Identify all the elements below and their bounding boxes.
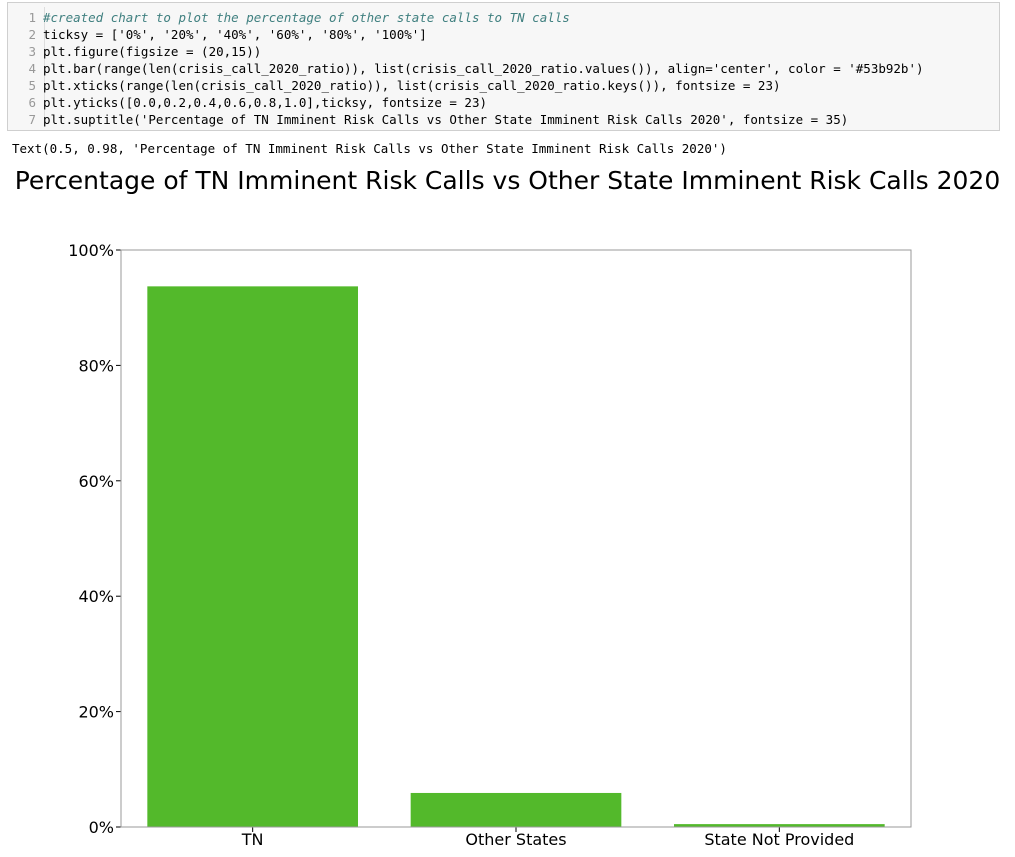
- plot-frame: [120, 249, 912, 828]
- code-line-text: plt.figure(figsize = (20,15)): [43, 44, 262, 59]
- x-tick-label: State Not Provided: [704, 830, 854, 849]
- line-number: 4: [28, 61, 36, 76]
- code-line-text: #created chart to plot the percentage of…: [43, 10, 570, 25]
- code-line-text: ticksy = ['0%', '20%', '40%', '60%', '80…: [43, 27, 427, 42]
- line-number: 3: [28, 44, 36, 59]
- x-tick-label: TN: [241, 830, 264, 849]
- code-line: 2 ticksy = ['0%', '20%', '40%', '60%', '8…: [8, 26, 427, 43]
- bar: [410, 792, 622, 827]
- bar: [147, 286, 358, 827]
- code-line: 7 plt.suptitle('Percentage of TN Imminent…: [8, 111, 848, 128]
- code-cell[interactable]: 1 #created chart to plot the percentage o…: [7, 2, 1000, 131]
- line-number: 2: [28, 27, 36, 42]
- y-tick-label: 100%: [68, 241, 114, 260]
- code-line: 5 plt.xticks(range(len(crisis_call_2020_r…: [8, 77, 781, 94]
- chart-title: Percentage of TN Imminent Risk Calls vs …: [14, 166, 1001, 195]
- code-line-text: plt.bar(range(len(crisis_call_2020_ratio…: [43, 61, 924, 76]
- code-line-text: plt.yticks([0.0,0.2,0.4,0.6,0.8,1.0],tic…: [43, 95, 488, 110]
- line-number: 6: [28, 95, 36, 110]
- y-tick-label: 60%: [78, 472, 114, 491]
- code-line: 6 plt.yticks([0.0,0.2,0.4,0.6,0.8,1.0],ti…: [8, 94, 487, 111]
- line-number-gutter: [44, 7, 45, 126]
- code-line: 4 plt.bar(range(len(crisis_call_2020_rati…: [8, 60, 924, 77]
- y-tick-label: 80%: [78, 356, 114, 375]
- line-number: 7: [28, 112, 36, 127]
- line-number: 1: [28, 10, 36, 25]
- y-tick-label: 40%: [78, 587, 114, 606]
- code-line: 1 #created chart to plot the percentage o…: [8, 9, 570, 26]
- line-number: 5: [28, 78, 36, 93]
- bar: [674, 824, 885, 827]
- code-line: 3 plt.figure(figsize = (20,15)): [8, 43, 261, 60]
- code-line-text: plt.suptitle('Percentage of TN Imminent …: [43, 112, 849, 127]
- y-tick-label: 0%: [89, 818, 114, 837]
- code-line-text: plt.xticks(range(len(crisis_call_2020_ra…: [43, 78, 781, 93]
- cell-output-text: Text(0.5, 0.98, 'Percentage of TN Immine…: [12, 141, 727, 156]
- x-tick-label: Other States: [465, 830, 566, 849]
- y-tick-label: 20%: [78, 703, 114, 722]
